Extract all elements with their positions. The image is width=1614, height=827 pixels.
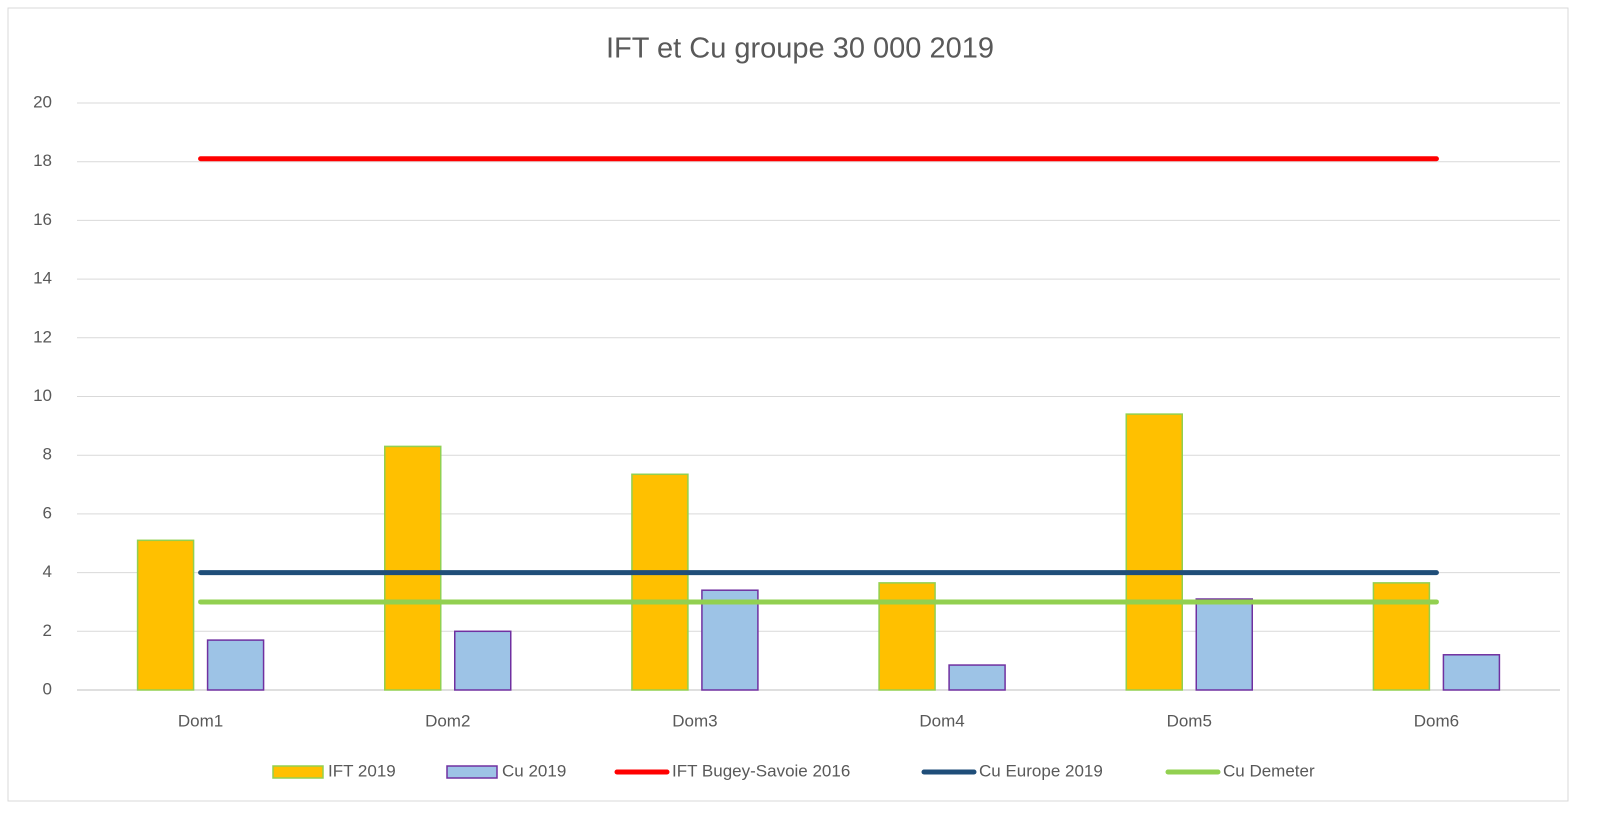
bar	[1442, 654, 1501, 691]
bar	[384, 445, 442, 691]
y-tick-label: 16	[33, 210, 52, 229]
y-tick-label: 4	[43, 562, 52, 581]
y-tick-label: 2	[43, 621, 52, 640]
y-tick-label: 20	[33, 92, 52, 111]
legend-label: Cu 2019	[502, 761, 566, 780]
y-tick-label: 12	[33, 327, 52, 346]
bar	[454, 630, 512, 691]
bar	[1372, 582, 1431, 691]
bar	[136, 539, 195, 691]
legend-label: IFT Bugey-Savoie 2016	[672, 761, 850, 780]
bar	[631, 473, 689, 691]
x-tick-label: Dom1	[178, 711, 223, 730]
bar	[1195, 598, 1253, 691]
y-tick-label: 18	[33, 151, 52, 170]
chart-frame	[7, 7, 1569, 802]
legend-label: Cu Demeter	[1223, 761, 1315, 780]
x-tick-label: Dom2	[425, 711, 470, 730]
x-tick-label: Dom4	[919, 711, 964, 730]
y-tick-label: 14	[33, 269, 52, 288]
bar	[948, 664, 1006, 691]
bar	[701, 589, 759, 691]
bar	[878, 582, 936, 691]
chart-title: IFT et Cu groupe 30 000 2019	[606, 33, 994, 65]
legend-label: IFT 2019	[328, 761, 396, 780]
y-tick-label: 8	[43, 445, 52, 464]
y-tick-label: 10	[33, 386, 52, 405]
x-tick-label: Dom6	[1414, 711, 1459, 730]
x-tick-label: Dom5	[1167, 711, 1212, 730]
y-tick-label: 0	[43, 679, 52, 698]
legend-swatch	[272, 765, 324, 779]
legend-swatch	[446, 765, 498, 779]
legend-label: Cu Europe 2019	[979, 761, 1103, 780]
y-tick-label: 6	[43, 503, 52, 522]
bar	[1125, 413, 1183, 691]
bar	[206, 639, 265, 691]
x-tick-label: Dom3	[672, 711, 717, 730]
